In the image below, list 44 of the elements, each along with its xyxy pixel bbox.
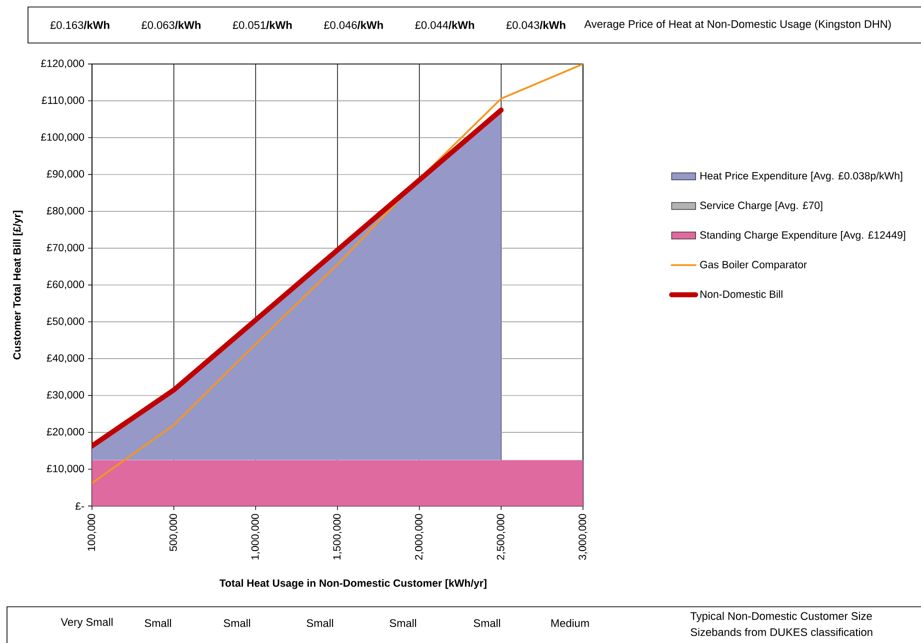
y-tick-label: £70,000 bbox=[46, 244, 84, 253]
y-tick-label: £- bbox=[75, 502, 84, 510]
text: Small bbox=[306, 618, 334, 628]
legend-label: Heat Price Expenditure [Avg. £0.038p/kWh] bbox=[700, 172, 902, 182]
legend-label: Non-Domestic Bill bbox=[700, 290, 782, 298]
legend-label: Standing Charge Expenditure [Avg. £12449] bbox=[700, 231, 906, 241]
text: Small bbox=[474, 618, 500, 628]
legend-label: Service Charge [Avg. £70] bbox=[700, 201, 822, 212]
x-tick-label: 2,500,000 bbox=[496, 514, 506, 560]
y-tick-label: £40,000 bbox=[46, 354, 84, 364]
text: Very Small bbox=[60, 618, 113, 628]
y-tick-label: £90,000 bbox=[46, 170, 84, 179]
x-tick-label: 500,000 bbox=[170, 514, 178, 552]
x-tick-label: 1,000,000 bbox=[251, 514, 260, 560]
y-tick-label: £100,000 bbox=[40, 133, 84, 142]
text: Small bbox=[224, 618, 250, 628]
text: Sizebands from DUKES classification bbox=[690, 628, 872, 636]
text: Small bbox=[390, 618, 416, 628]
text: £0.046/kWh bbox=[324, 20, 383, 30]
y-tick-label: £10,000 bbox=[46, 464, 84, 474]
x-tick-label: 2,000,000 bbox=[415, 514, 424, 560]
y-tick-label: £80,000 bbox=[46, 207, 84, 216]
y-tick-label: £50,000 bbox=[46, 318, 84, 326]
y-tick-label: £120,000 bbox=[40, 60, 84, 68]
y-axis-title: Customer Total Heat Bill [£/yr] bbox=[12, 210, 23, 360]
y-tick-label: £30,000 bbox=[46, 391, 84, 400]
text: Medium bbox=[551, 618, 589, 628]
text: £0.043/kWh bbox=[506, 20, 566, 30]
x-axis-title: Total Heat Usage in Non-Domestic Customer [kWh/yr] bbox=[220, 579, 486, 589]
x-tick-label: 1,500,000 bbox=[333, 514, 342, 560]
y-tick-label: £20,000 bbox=[46, 428, 84, 437]
legend-label: Gas Boiler Comparator bbox=[700, 260, 807, 270]
y-tick-label: £110,000 bbox=[42, 96, 84, 106]
x-tick-label: 100,000 bbox=[88, 514, 96, 551]
text: £0.044/kWh bbox=[415, 20, 474, 30]
x-tick-label: 3,000,000 bbox=[578, 514, 588, 560]
line-series bbox=[92, 64, 583, 484]
y-tick-label: £60,000 bbox=[46, 280, 84, 290]
text: £0.063/kWh bbox=[142, 20, 200, 30]
text: Small bbox=[144, 618, 172, 628]
text: £0.163/kWh bbox=[50, 20, 110, 30]
text: £0.051/kWh bbox=[232, 20, 292, 30]
text: Average Price of Heat at Non-Domestic Usage (Kingston DHN) bbox=[584, 20, 891, 30]
text: Typical Non-Domestic Customer Size bbox=[690, 612, 872, 622]
